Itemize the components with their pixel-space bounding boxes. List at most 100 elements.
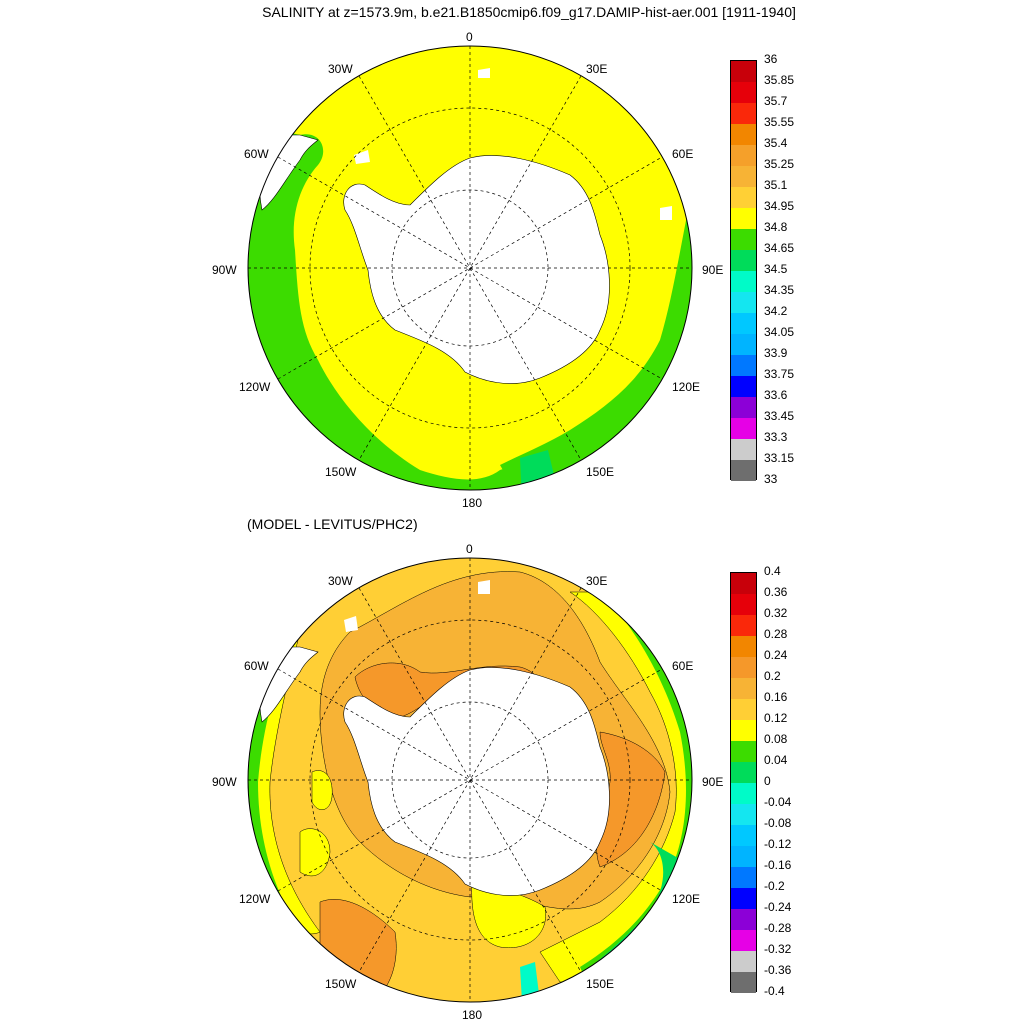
difference-field-yellow-east — [539, 591, 692, 983]
colorbar-tick-label: 0.24 — [764, 648, 788, 662]
colorbar-tick-label: -0.2 — [764, 879, 785, 893]
figure-title: SALINITY at z=1573.9m, b.e21.B1850cmip6.… — [262, 4, 796, 20]
colorbar-tick-label: 35.55 — [764, 115, 795, 129]
lon-label: 150E — [586, 465, 615, 479]
colorbar-tick-label: 35.85 — [764, 73, 795, 87]
lon-label: 150E — [586, 977, 615, 991]
lon-label: 30E — [586, 62, 608, 76]
colorbar-tick-label: 0.16 — [764, 690, 788, 704]
colorbar-swatch — [731, 292, 756, 313]
colorbar-swatch — [731, 657, 756, 678]
colorbar-swatch — [731, 930, 756, 951]
lon-label: 120W — [239, 380, 271, 394]
colorbar-tick-label: 33.3 — [764, 430, 788, 444]
colorbar-swatch — [731, 166, 756, 187]
lon-label: 150W — [325, 977, 357, 991]
map-border — [247, 45, 693, 491]
colorbar-swatch — [731, 208, 756, 229]
colorbar-tick-label: 0.32 — [764, 606, 788, 620]
lon-label: 90E — [702, 263, 724, 277]
colorbar-tick-label: 33.75 — [764, 367, 795, 381]
colorbar-swatch — [731, 615, 756, 636]
colorbar-swatch — [731, 145, 756, 166]
colorbar-swatch — [731, 124, 756, 145]
lon-label: 90W — [212, 775, 237, 789]
lon-label: 60W — [244, 659, 269, 673]
salinity-map-panel: 0 30E 60E 90E 120E 150E 180 150W 120W 90… — [212, 30, 795, 510]
colorbar-tick-label: 33 — [764, 472, 778, 486]
colorbar-tick-label: 0.36 — [764, 585, 788, 599]
colorbar-swatch — [731, 825, 756, 846]
colorbar-tick-label: 0.08 — [764, 732, 788, 746]
lon-label: 180 — [462, 496, 483, 510]
difference-field-dark-orange — [596, 731, 666, 868]
colorbar-swatch — [731, 678, 756, 699]
lon-label: 60W — [244, 147, 269, 161]
colorbar-swatch — [731, 418, 756, 439]
colorbar-tick-label: 34.5 — [764, 262, 788, 276]
colorbar-swatch — [731, 313, 756, 334]
colorbar-swatch — [731, 867, 756, 888]
colorbar-tick-label: 0.2 — [764, 669, 781, 683]
colorbar-swatch — [731, 951, 756, 972]
colorbar — [730, 60, 757, 481]
salinity-map — [247, 45, 693, 491]
colorbar-tick-label: 36 — [764, 52, 778, 66]
colorbar-tick-label: 34.35 — [764, 283, 795, 297]
colorbar-swatch — [731, 972, 756, 993]
colorbar — [730, 572, 757, 993]
colorbar-tick-label: 33.15 — [764, 451, 795, 465]
colorbar-tick-label: 35.25 — [764, 157, 795, 171]
colorbar-tick-label: 0.4 — [764, 564, 781, 578]
colorbar-swatch — [731, 909, 756, 930]
colorbar-tick-label: 33.9 — [764, 346, 788, 360]
antarctica-landmass — [343, 667, 610, 896]
colorbar-tick-label: 34.95 — [764, 199, 795, 213]
colorbar-swatch — [731, 439, 756, 460]
difference-subtitle: (MODEL - LEVITUS/PHC2) — [247, 516, 418, 532]
colorbar-swatch — [731, 741, 756, 762]
colorbar-swatch — [731, 103, 756, 124]
colorbar-swatch — [731, 376, 756, 397]
colorbar-tick-label: 0.12 — [764, 711, 788, 725]
colorbar-swatch — [731, 229, 756, 250]
colorbar-tick-label: -0.28 — [764, 921, 792, 935]
colorbar-swatch — [731, 82, 756, 103]
colorbar-swatch — [731, 397, 756, 418]
colorbar-tick-label: 35.7 — [764, 94, 788, 108]
salinity-field-green-west — [248, 120, 530, 490]
colorbar-tick-label: 34.8 — [764, 220, 788, 234]
ice-patch — [354, 150, 370, 164]
colorbar-swatch — [731, 720, 756, 741]
colorbar-tick-label: 33.6 — [764, 388, 788, 402]
colorbar-tick-label: -0.16 — [764, 858, 792, 872]
colorbar-tick-label: -0.36 — [764, 963, 792, 977]
ice-patch — [478, 580, 490, 594]
difference-map-panel: 0 30E 60E 90E 120E 150E 180 150W 120W 90… — [0, 512, 1024, 1024]
colorbar-swatch — [731, 355, 756, 376]
lon-label: 30W — [328, 574, 353, 588]
colorbar-tick-label: 35.4 — [764, 136, 788, 150]
colorbar-swatch — [731, 762, 756, 783]
colorbar-tick-label: -0.24 — [764, 900, 792, 914]
ice-patch — [660, 206, 672, 220]
colorbar-tick-label: 34.2 — [764, 304, 788, 318]
colorbar-tick-label: 33.45 — [764, 409, 795, 423]
graticule — [248, 558, 692, 1002]
graticule — [248, 46, 692, 490]
colorbar-swatch — [731, 783, 756, 804]
colorbar-swatch — [731, 594, 756, 615]
lon-label: 30E — [586, 574, 608, 588]
colorbar-swatch — [731, 460, 756, 481]
colorbar-swatch — [731, 271, 756, 292]
lon-label: 60E — [672, 147, 694, 161]
difference-field-yellow — [299, 828, 331, 877]
colorbar-swatch — [731, 334, 756, 355]
lon-label: 90W — [212, 263, 237, 277]
colorbar-tick-label: -0.08 — [764, 816, 792, 830]
colorbar-swatch — [731, 573, 756, 594]
lon-label: 30W — [328, 62, 353, 76]
lon-label: 120E — [672, 892, 701, 906]
colorbar-swatch — [731, 636, 756, 657]
colorbar-tick-label: 0.28 — [764, 627, 788, 641]
